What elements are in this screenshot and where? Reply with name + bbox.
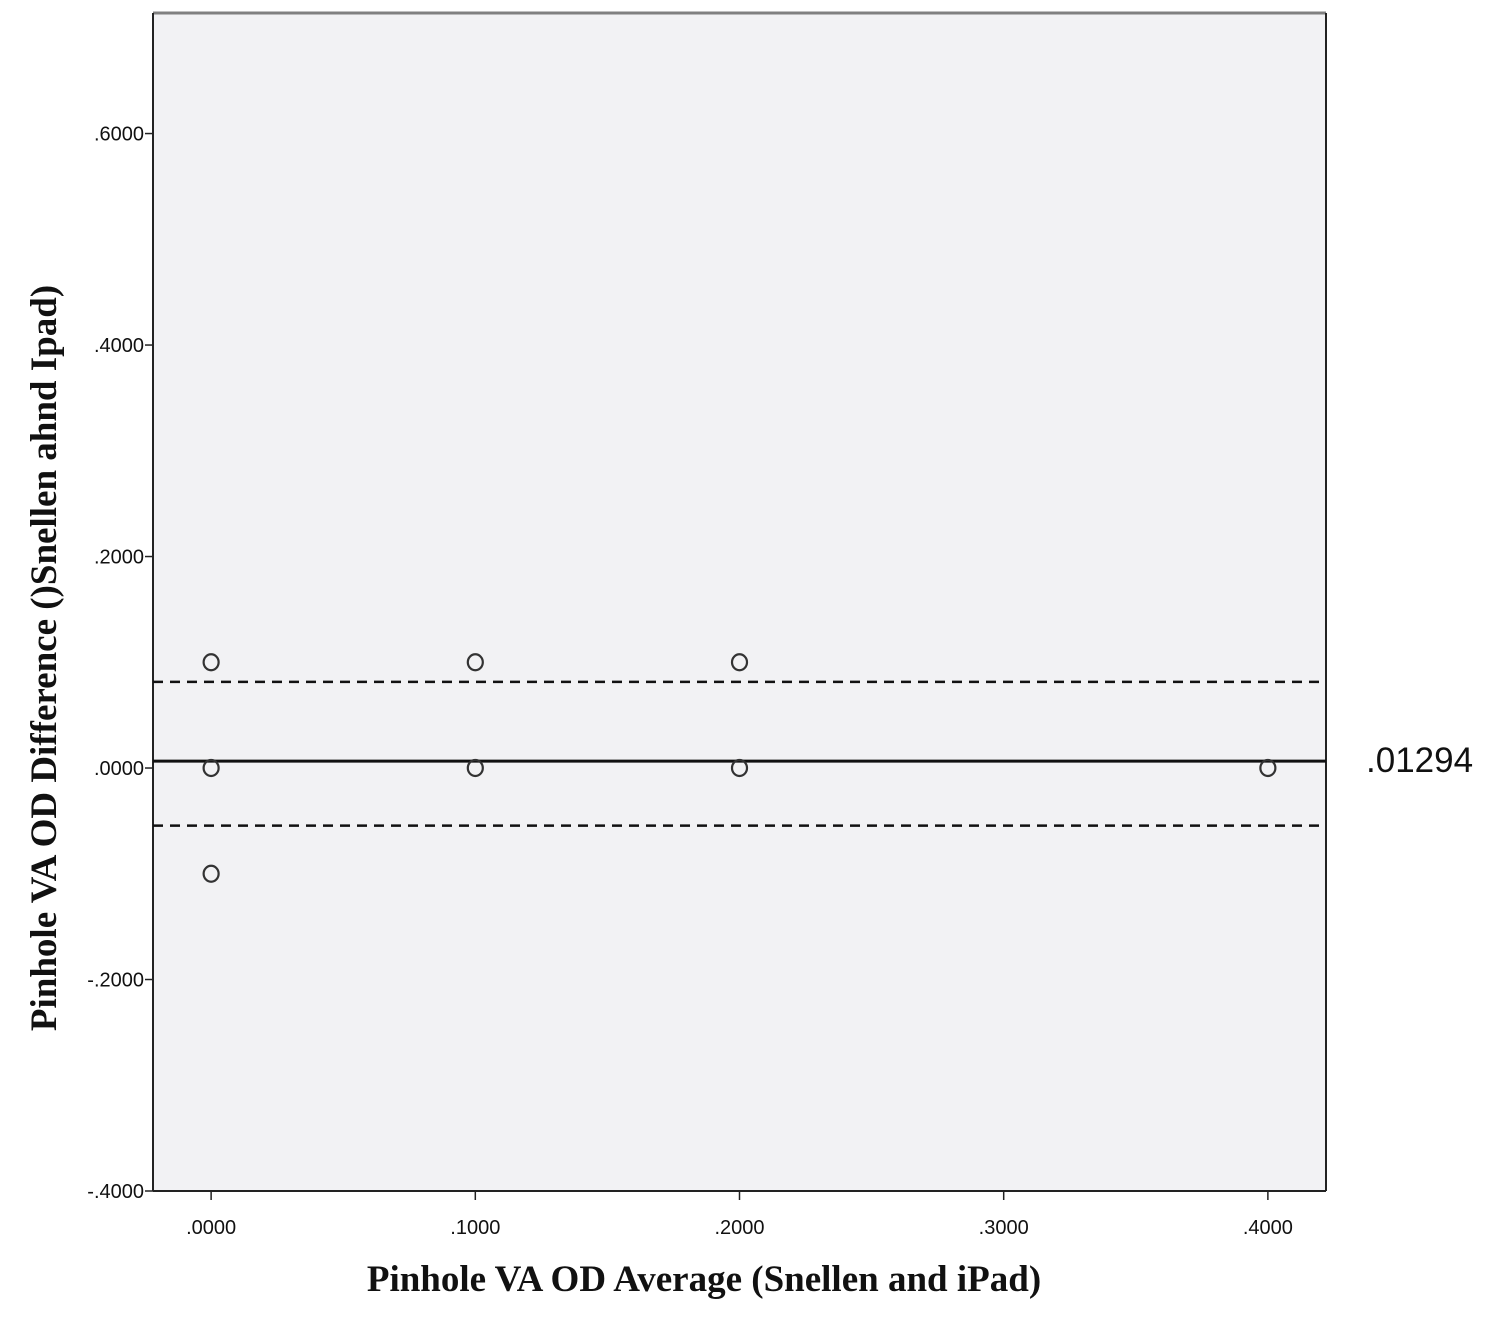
x-axis-ticks: .0000 .1000 .2000 .3000 .4000 xyxy=(186,1191,1293,1239)
y-tick-label: .0000 xyxy=(94,758,144,780)
y-axis-title: Pinhole VA OD Difference ()Snellen ahnd … xyxy=(24,285,65,1031)
y-tick-label: .4000 xyxy=(94,335,144,357)
data-point xyxy=(466,758,484,778)
plot-area xyxy=(153,13,1326,1191)
data-points xyxy=(202,653,1277,883)
x-tick-label: .3000 xyxy=(979,1217,1029,1239)
data-point xyxy=(730,653,749,672)
x-axis-title: Pinhole VA OD Average (Snellen and iPad) xyxy=(367,1259,1041,1300)
data-point xyxy=(466,653,484,672)
x-tick-label: .2000 xyxy=(714,1217,764,1239)
x-tick-label: .1000 xyxy=(450,1217,500,1239)
y-tick-label: -.4000 xyxy=(87,1181,144,1203)
y-tick-label: .6000 xyxy=(94,124,144,146)
data-point xyxy=(202,864,220,883)
y-tick-label: -.2000 xyxy=(87,970,144,992)
data-point xyxy=(730,758,749,778)
x-tick-label: .4000 xyxy=(1243,1217,1293,1239)
reference-lines xyxy=(153,680,1326,827)
data-point xyxy=(202,653,220,672)
mean-value-label: .01294 xyxy=(1366,741,1473,780)
data-point xyxy=(202,758,220,778)
y-axis-ticks: -.4000 -.2000 .0000 .2000 .4000 .6000 xyxy=(87,124,153,1203)
y-tick-label: .2000 xyxy=(94,547,144,569)
data-point xyxy=(1259,758,1277,778)
x-tick-label: .0000 xyxy=(186,1217,236,1239)
